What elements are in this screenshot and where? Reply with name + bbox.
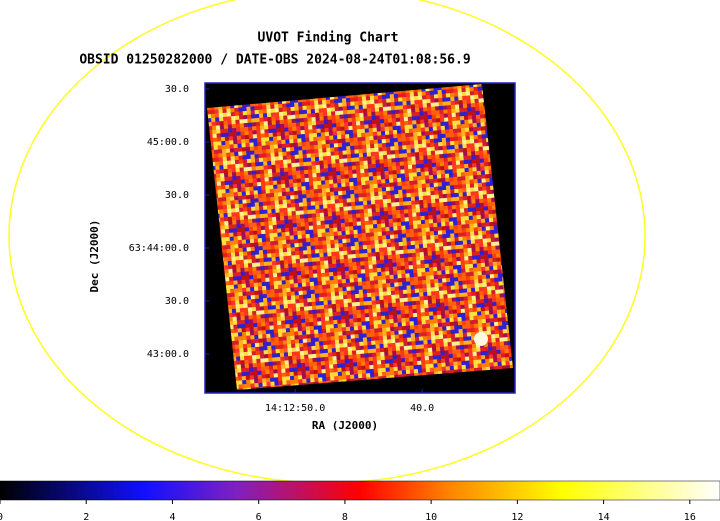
colorbar-tick-label: 10 xyxy=(425,512,437,521)
y-axis-label: Dec (J2000) xyxy=(88,220,101,293)
colorbar xyxy=(0,480,720,501)
colorbar-tick-label: 16 xyxy=(684,512,696,521)
colorbar-tick-label: 8 xyxy=(342,512,348,521)
chart-title: UVOT Finding Chart xyxy=(258,31,399,46)
y-tick-label: 45:00.0 xyxy=(147,137,189,148)
y-tick-label: 30.0 xyxy=(165,190,189,201)
y-tick-label: 30.0 xyxy=(165,84,189,95)
colorbar-tick-label: 14 xyxy=(598,512,610,521)
bright-source xyxy=(474,332,488,346)
colorbar-tick-label: 4 xyxy=(169,512,175,521)
x-tick-label: 40.0 xyxy=(410,403,434,414)
x-tick-label: 14:12:50.0 xyxy=(265,403,325,414)
y-tick-label: 63:44:00.0 xyxy=(129,243,189,254)
image-data xyxy=(207,84,513,390)
colorbar-tick-label: 2 xyxy=(83,512,89,521)
y-tick-label: 30.0 xyxy=(165,296,189,307)
colorbar-tick-label: 12 xyxy=(511,512,523,521)
image-frame xyxy=(204,82,516,394)
x-axis-label: RA (J2000) xyxy=(312,419,378,432)
colorbar-tick-label: 0 xyxy=(0,512,3,521)
colorbar-tick-label: 6 xyxy=(256,512,262,521)
y-tick-label: 43:00.0 xyxy=(147,349,189,360)
chart-subtitle: OBSID 01250282000 / DATE-OBS 2024-08-24T… xyxy=(79,53,470,68)
